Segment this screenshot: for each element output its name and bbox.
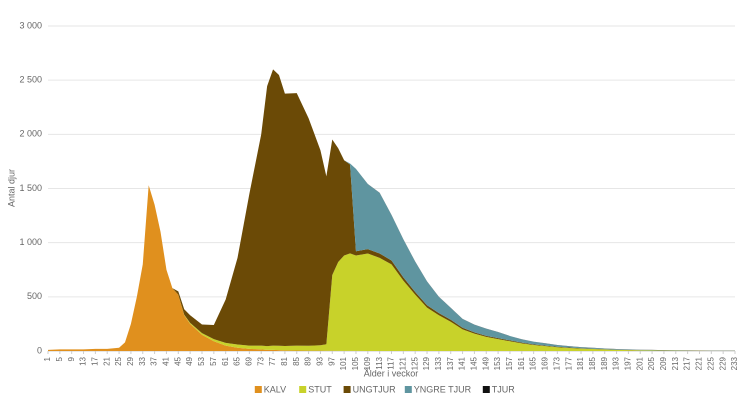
y-tick-label: 2 000 [19,129,42,139]
x-tick-label: 133 [434,356,443,370]
x-tick-label: 173 [552,356,561,370]
y-tick-label: 500 [27,291,42,301]
x-tick-label: 157 [505,356,514,370]
legend-swatch [482,386,490,393]
legend-swatch [254,386,262,393]
legend-label: YNGRE TJUR [414,384,472,394]
x-tick-label: 37 [150,356,159,365]
x-tick-label: 1 [43,356,52,361]
legend-swatch [404,386,412,393]
x-axis-title: Ålder i veckor [364,368,419,378]
x-tick-label: 185 [588,356,597,370]
x-tick-label: 221 [695,356,704,370]
x-tick-label: 61 [221,356,230,365]
x-tick-label: 65 [233,356,242,365]
x-tick-label: 53 [197,356,206,365]
x-tick-label: 29 [126,356,135,365]
x-tick-label: 189 [600,356,609,370]
x-tick-label: 161 [517,356,526,370]
x-tick-label: 41 [162,356,171,365]
x-tick-label: 165 [529,356,538,370]
area [48,185,735,351]
y-axis-title: Antal djur [6,169,16,207]
x-tick-label: 141 [458,356,467,370]
x-tick-label: 233 [730,356,739,370]
x-tick-label: 97 [327,356,336,365]
y-tick-label: 1 500 [19,183,42,193]
x-tick-label: 81 [280,356,289,365]
y-tick-label: 2 500 [19,75,42,85]
x-tick-label: 213 [671,356,680,370]
x-tick-label: 169 [541,356,550,370]
x-tick-label: 33 [138,356,147,365]
x-tick-label: 177 [564,356,573,370]
y-tick-label: 1 000 [19,237,42,247]
x-tick-label: 5 [55,356,64,361]
legend-swatch [343,386,351,393]
y-tick-label: 3 000 [19,20,42,30]
legend-swatch [299,386,307,393]
x-tick-label: 105 [351,356,360,370]
legend-label: STUT [308,384,332,394]
x-tick-label: 121 [398,356,407,370]
y-tick-label: 0 [37,345,42,355]
x-tick-label: 17 [90,356,99,365]
legend-label: UNGTJUR [353,384,396,394]
x-tick-label: 57 [209,356,218,365]
x-tick-label: 113 [375,356,384,369]
x-tick-label: 145 [470,356,479,370]
x-tick-label: 69 [244,356,253,365]
x-tick-label: 225 [706,356,715,370]
x-tick-label: 125 [410,356,419,370]
x-tick-label: 197 [624,356,633,370]
x-tick-label: 21 [102,356,111,365]
x-tick-label: 85 [292,356,301,365]
x-tick-label: 101 [339,356,348,370]
x-tick-label: 137 [446,356,455,370]
x-tick-label: 49 [185,356,194,365]
x-tick-label: 13 [79,356,88,365]
x-tick-label: 9 [67,356,76,361]
x-tick-label: 109 [363,356,372,370]
x-tick-label: 201 [635,356,644,370]
x-tick-label: 209 [659,356,668,370]
x-tick-label: 149 [481,356,490,370]
x-tick-label: 205 [647,356,656,370]
x-tick-label: 229 [718,356,727,370]
x-tick-label: 45 [173,356,182,365]
x-tick-label: 77 [268,356,277,365]
x-tick-label: 89 [304,356,313,365]
x-tick-label: 129 [422,356,431,370]
x-tick-label: 181 [576,356,585,370]
x-tick-label: 217 [683,356,692,370]
x-tick-label: 73 [256,356,265,365]
x-tick-label: 117 [387,356,396,369]
x-tick-label: 153 [493,356,502,370]
x-tick-label: 193 [612,356,621,370]
x-tick-label: 25 [114,356,123,365]
x-tick-label: 93 [316,356,325,365]
legend-label: KALV [264,384,286,394]
legend-label: TJUR [492,384,515,394]
